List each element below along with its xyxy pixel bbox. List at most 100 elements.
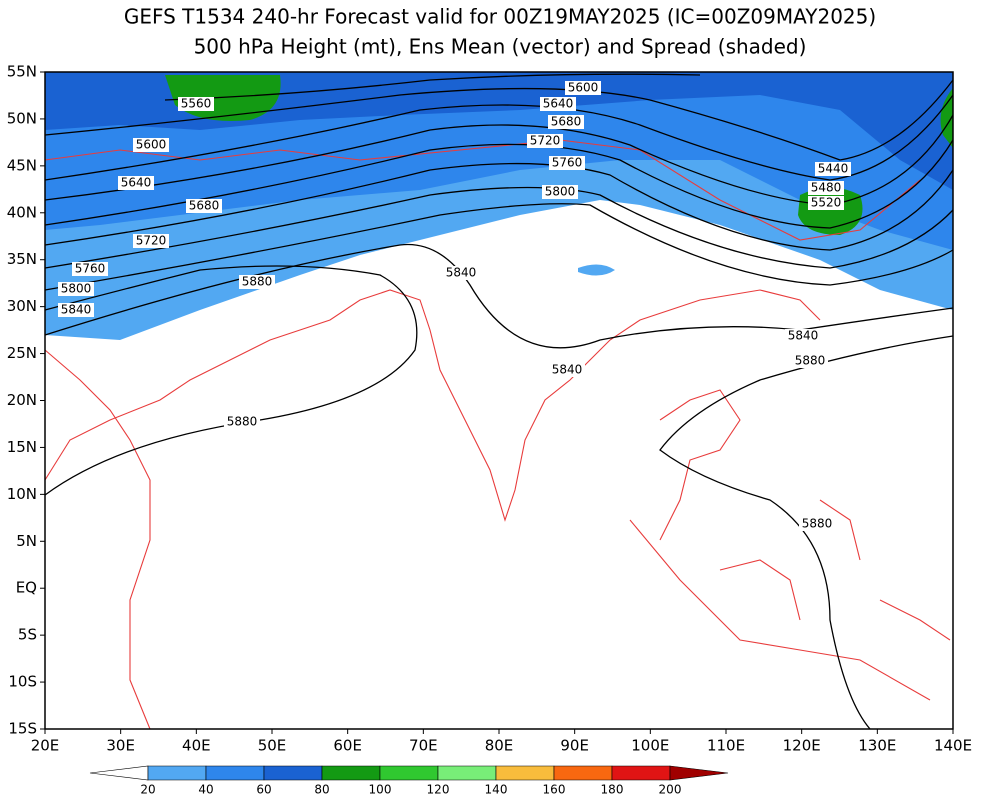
contour-label: 5760 [75, 262, 106, 276]
coastline [719, 499, 951, 641]
lon-label: 90E [560, 737, 589, 755]
contour-label-bg [527, 134, 563, 148]
colorbar-segment [379, 765, 439, 781]
contour-label-bg [799, 517, 835, 531]
lat-label: 55N [7, 63, 37, 81]
contour-label-bg [186, 199, 222, 213]
contour [44, 265, 418, 496]
contour-label-bg [542, 185, 578, 199]
contour-label-bg [443, 266, 479, 280]
contour-label-bg [792, 354, 828, 368]
colorbar-segment [89, 765, 149, 781]
contour-label-bg [548, 115, 584, 129]
colorbar-label: 120 [427, 783, 450, 797]
colorbar-label: 200 [659, 783, 682, 797]
contour-label-bg [540, 97, 576, 111]
colorbar-label: 160 [543, 783, 566, 797]
contour-label: 5760 [552, 156, 583, 170]
contour-label-bg [815, 162, 851, 176]
coastline [659, 389, 741, 541]
contour-label-bg [178, 97, 214, 111]
contour-label-bg [133, 138, 169, 152]
contour-label: 5840 [552, 363, 583, 377]
contour-label: 5800 [61, 282, 92, 296]
contour-label: 5560 [181, 97, 212, 111]
contour-label: 5840 [788, 329, 819, 343]
contour-label: 5880 [795, 354, 826, 368]
contour-label-bg [549, 156, 585, 170]
contour-label: 5720 [136, 234, 167, 248]
contour-label: 5520 [811, 196, 842, 210]
lon-label: 50E [258, 737, 287, 755]
title-line: 500 hPa Height (mt), Ens Mean (vector) a… [194, 35, 807, 59]
contour [44, 114, 954, 206]
colorbar-label: 60 [256, 783, 271, 797]
colorbar-label: 100 [369, 783, 392, 797]
lat-label: 5S [18, 626, 37, 644]
contour-label-bg [118, 176, 154, 190]
lat-label: 5N [16, 532, 37, 550]
lat-label: 50N [7, 109, 37, 127]
lon-label: 60E [333, 737, 362, 755]
colorbar-segment [263, 765, 323, 781]
colorbar-label: 40 [198, 783, 213, 797]
lon-label: 40E [182, 737, 211, 755]
lon-label: 120E [783, 737, 821, 755]
contour-label: 5680 [551, 115, 582, 129]
colorbar-segment [321, 765, 381, 781]
colorbar-segment [437, 765, 497, 781]
lon-label: 140E [934, 737, 972, 755]
colorbar-segment [611, 765, 671, 781]
contour [44, 79, 954, 161]
coastlines [44, 139, 951, 730]
contour-label: 5880 [242, 275, 273, 289]
colorbar-label: 80 [314, 783, 329, 797]
contour-label: 5640 [543, 97, 574, 111]
map-area [44, 71, 954, 730]
title-line: GEFS T1534 240-hr Forecast valid for 00Z… [124, 5, 876, 29]
contour-label-bg [58, 303, 94, 317]
lat-label: 15S [8, 720, 37, 738]
colorbar-label: 140 [485, 783, 508, 797]
contour [44, 203, 954, 291]
colorbar-segment [669, 765, 729, 781]
contour [164, 73, 701, 101]
colorbar-segment [495, 765, 555, 781]
contour-label: 5480 [811, 181, 842, 195]
contour-label-bg [549, 363, 585, 377]
contour-label-bg [58, 282, 94, 296]
contour-label-bg [239, 275, 275, 289]
contour-label: 5600 [568, 81, 599, 95]
contour-label: 5720 [530, 134, 561, 148]
contour-label: 5640 [121, 176, 152, 190]
spread-shade [578, 264, 615, 276]
contour [44, 162, 954, 251]
spread-shade [940, 88, 953, 148]
lon-label: 130E [858, 737, 896, 755]
lon-label: 30E [106, 737, 135, 755]
lon-label: 100E [631, 737, 669, 755]
lat-label: 20N [7, 391, 37, 409]
contour-label: 5880 [227, 415, 258, 429]
contour-label-bg [808, 181, 844, 195]
colorbar-label: 180 [601, 783, 624, 797]
contour-label-bg [785, 329, 821, 343]
contour-label-bg [133, 234, 169, 248]
lat-label: EQ [16, 579, 37, 597]
contour-label: 5440 [818, 162, 849, 176]
contour-label-bg [224, 415, 260, 429]
contour-label-bg [565, 81, 601, 95]
contour [44, 94, 954, 181]
lat-label: 10N [7, 485, 37, 503]
contour-label: 5880 [802, 517, 833, 531]
contour [44, 139, 954, 229]
lat-label: 30N [7, 297, 37, 315]
lon-label: 80E [485, 737, 514, 755]
colorbar-segment [147, 765, 207, 781]
contour [44, 186, 954, 269]
coastline [629, 519, 931, 701]
contour-label: 5840 [61, 303, 92, 317]
colorbar-label: 20 [140, 783, 155, 797]
contour-label: 5840 [446, 266, 477, 280]
